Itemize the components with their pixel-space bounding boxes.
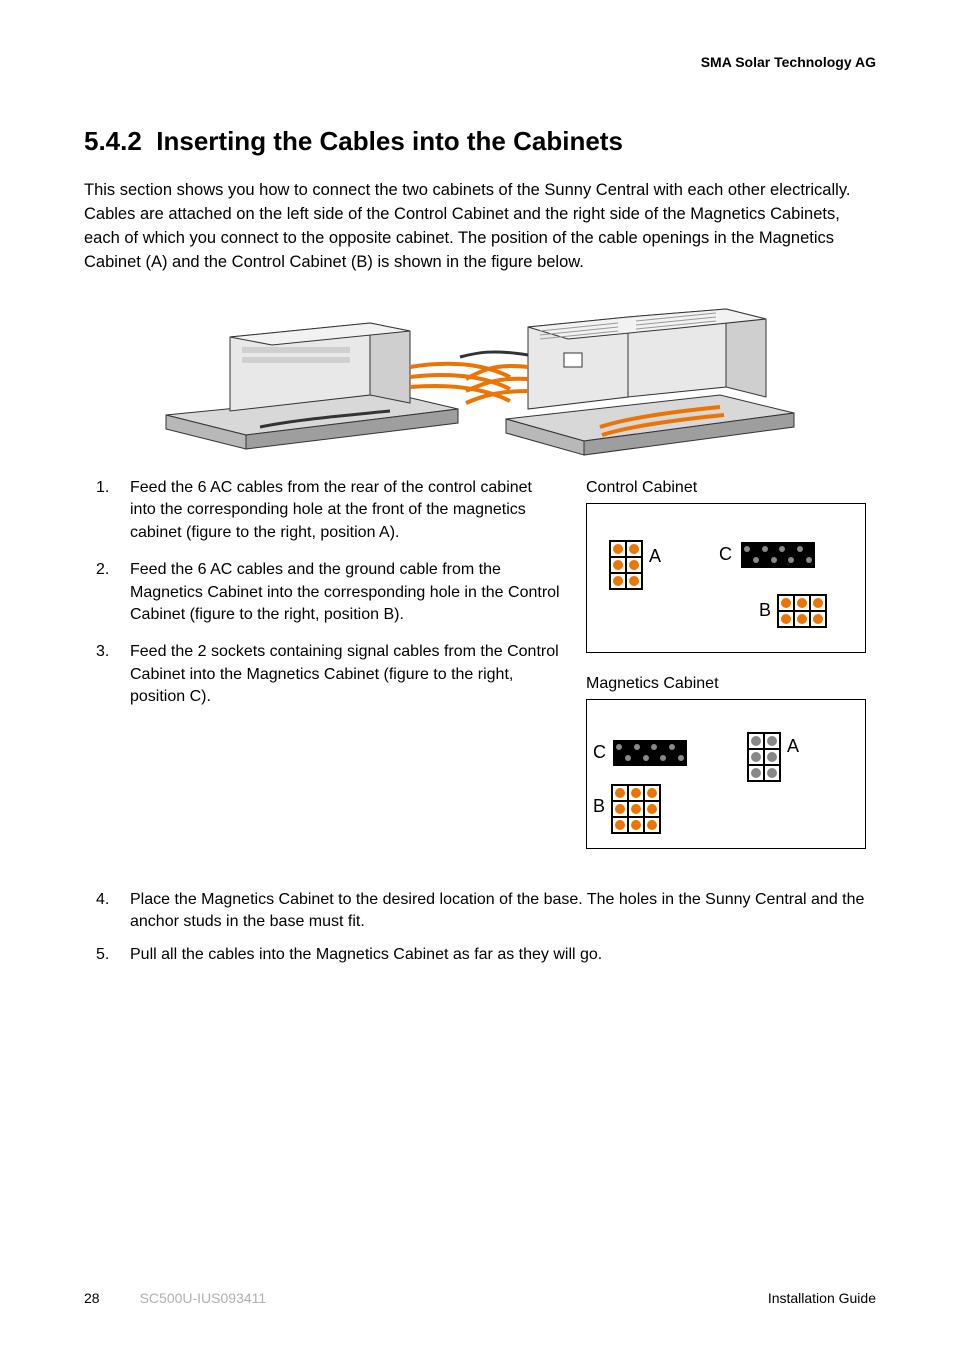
control-label-b: B [759,600,771,621]
magnetics-cabinet-title: Magnetics Cabinet [586,675,876,693]
intro-paragraph: This section shows you how to connect th… [84,179,876,275]
diagrams-column: Control Cabinet A C [586,477,876,871]
magnetics-cabinet-diagram: C A B [586,699,866,849]
magnetics-opening-a-icon [747,732,781,782]
hero-illustration [160,297,800,457]
step-3: Feed the 2 sockets containing signal cab… [84,641,560,709]
magnetics-opening-c-icon [613,740,687,766]
section-heading: 5.4.2 Inserting the Cables into the Cabi… [84,126,876,157]
magnetics-label-b: B [593,796,605,817]
section-title-text: Inserting the Cables into the Cabinets [156,126,623,156]
steps-column: Feed the 6 AC cables from the rear of th… [84,477,560,871]
control-cabinet-title: Control Cabinet [586,479,876,497]
step-5: 5. Pull all the cables into the Magnetics… [84,944,876,967]
step-4: 4. Place the Magnetics Cabinet to the des… [84,889,876,934]
step-5-text: Pull all the cables into the Magnetics C… [130,946,602,963]
control-label-a: A [649,546,661,567]
control-opening-c-icon [741,542,815,568]
step-5-number: 5. [96,944,109,967]
control-label-c: C [719,544,732,565]
section-number: 5.4.2 [84,126,142,156]
footer-right: Installation Guide [768,1290,876,1306]
magnetics-label-c: C [593,742,606,763]
page-footer: 28 SC500U-IUS093411 Installation Guide [84,1290,876,1306]
magnetics-opening-b-icon [611,784,661,834]
step-4-text: Place the Magnetics Cabinet to the desir… [130,891,864,931]
company-header: SMA Solar Technology AG [701,54,876,70]
magnetics-label-a: A [787,736,799,757]
step-4-number: 4. [96,889,109,912]
control-opening-b-icon [777,594,827,628]
page-number: 28 [84,1290,100,1306]
doc-id: SC500U-IUS093411 [140,1290,267,1306]
step-2: Feed the 6 AC cables and the ground cabl… [84,559,560,627]
control-opening-a-icon [609,540,643,590]
step-1: Feed the 6 AC cables from the rear of th… [84,477,560,545]
control-cabinet-diagram: A C B [586,503,866,653]
